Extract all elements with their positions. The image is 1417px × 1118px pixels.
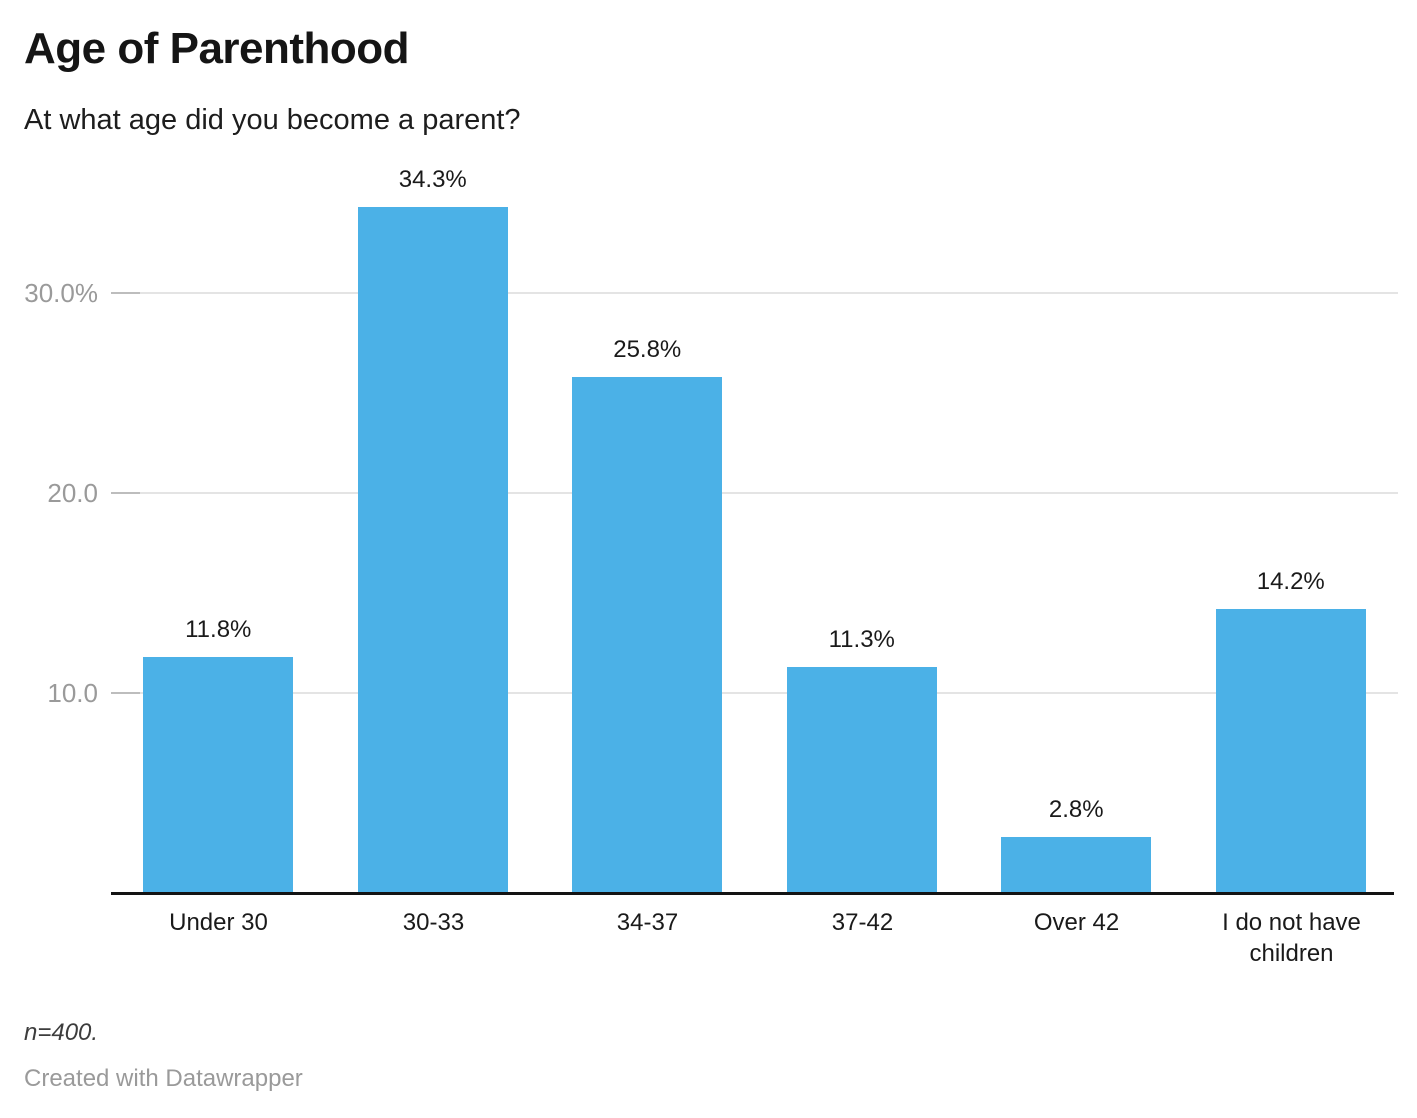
y-tick (111, 292, 140, 294)
x-axis-label: Over 42 (1033, 909, 1120, 936)
chart-note: n=400. (24, 1019, 99, 1046)
y-tick (111, 492, 140, 494)
x-axis-label: 30-33 (402, 909, 465, 936)
bar-value-label: 11.3% (828, 626, 895, 653)
bar (143, 657, 293, 893)
x-axis-label: 37-42 (831, 909, 894, 936)
bar-value-label: 14.2% (1256, 568, 1325, 595)
bar-value-label: 34.3% (398, 166, 467, 193)
x-axis-label: I do not have children (1222, 909, 1361, 967)
bar (572, 377, 722, 893)
datawrapper-attribution-link[interactable]: Created with Datawrapper (24, 1065, 303, 1092)
y-tick (111, 692, 140, 694)
y-axis-tick-label: 10.0 (47, 678, 98, 708)
x-axis-label: Under 30 (169, 909, 268, 936)
chart-title: Age of Parenthood (24, 24, 410, 73)
bar-value-label: 11.8% (185, 616, 252, 643)
bar-value-label: 2.8% (1048, 796, 1104, 823)
bar (1216, 609, 1366, 893)
y-axis-tick-label: 30.0% (24, 278, 98, 308)
chart-subtitle: At what age did you become a parent? (24, 104, 521, 136)
bar (787, 667, 937, 893)
x-axis-label: 34-37 (616, 909, 679, 936)
gridline (111, 292, 1398, 294)
x-axis-line (111, 892, 1395, 895)
gridline (111, 692, 1398, 694)
plot-area: 10.0 20.0 30.0% 11.8% Under 30 34.3% 30-33 25.8… (24, 140, 1398, 967)
bar (1001, 837, 1151, 893)
y-axis-tick-label: 20.0 (47, 478, 98, 508)
gridline (111, 492, 1398, 494)
bar-value-label: 25.8% (613, 336, 682, 363)
bar (358, 207, 508, 893)
